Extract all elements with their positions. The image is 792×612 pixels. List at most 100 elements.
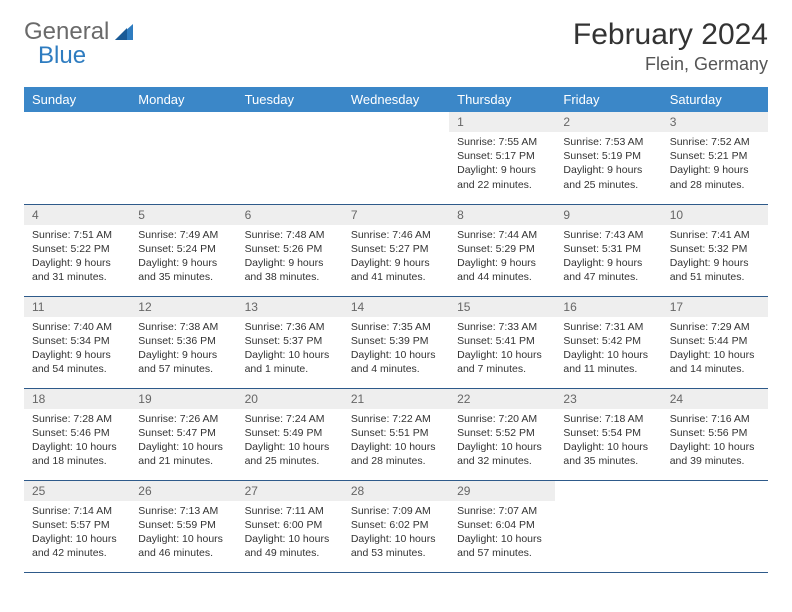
day-content: Sunrise: 7:14 AMSunset: 5:57 PMDaylight:… [24, 501, 130, 567]
calendar-cell [24, 112, 130, 204]
calendar-cell: 8Sunrise: 7:44 AMSunset: 5:29 PMDaylight… [449, 204, 555, 296]
day-number: 14 [343, 297, 449, 317]
calendar-row: 11Sunrise: 7:40 AMSunset: 5:34 PMDayligh… [24, 296, 768, 388]
day-number: 6 [237, 205, 343, 225]
day-number: 4 [24, 205, 130, 225]
calendar-cell [343, 112, 449, 204]
calendar-cell: 3Sunrise: 7:52 AMSunset: 5:21 PMDaylight… [662, 112, 768, 204]
day-content: Sunrise: 7:24 AMSunset: 5:49 PMDaylight:… [237, 409, 343, 475]
calendar-cell: 16Sunrise: 7:31 AMSunset: 5:42 PMDayligh… [555, 296, 661, 388]
calendar-cell: 20Sunrise: 7:24 AMSunset: 5:49 PMDayligh… [237, 388, 343, 480]
day-number: 28 [343, 481, 449, 501]
day-content: Sunrise: 7:11 AMSunset: 6:00 PMDaylight:… [237, 501, 343, 567]
day-content: Sunrise: 7:40 AMSunset: 5:34 PMDaylight:… [24, 317, 130, 383]
day-content: Sunrise: 7:07 AMSunset: 6:04 PMDaylight:… [449, 501, 555, 567]
calendar-cell: 9Sunrise: 7:43 AMSunset: 5:31 PMDaylight… [555, 204, 661, 296]
calendar-cell: 5Sunrise: 7:49 AMSunset: 5:24 PMDaylight… [130, 204, 236, 296]
calendar-cell: 19Sunrise: 7:26 AMSunset: 5:47 PMDayligh… [130, 388, 236, 480]
day-content: Sunrise: 7:22 AMSunset: 5:51 PMDaylight:… [343, 409, 449, 475]
calendar-cell: 25Sunrise: 7:14 AMSunset: 5:57 PMDayligh… [24, 480, 130, 572]
calendar-cell: 21Sunrise: 7:22 AMSunset: 5:51 PMDayligh… [343, 388, 449, 480]
weekday-header: Wednesday [343, 87, 449, 112]
weekday-header: Monday [130, 87, 236, 112]
day-number: 8 [449, 205, 555, 225]
day-content: Sunrise: 7:20 AMSunset: 5:52 PMDaylight:… [449, 409, 555, 475]
day-number: 17 [662, 297, 768, 317]
day-number: 25 [24, 481, 130, 501]
day-content: Sunrise: 7:43 AMSunset: 5:31 PMDaylight:… [555, 225, 661, 291]
calendar-cell: 29Sunrise: 7:07 AMSunset: 6:04 PMDayligh… [449, 480, 555, 572]
calendar-cell: 1Sunrise: 7:55 AMSunset: 5:17 PMDaylight… [449, 112, 555, 204]
day-number: 9 [555, 205, 661, 225]
weekday-header: Tuesday [237, 87, 343, 112]
calendar-cell: 14Sunrise: 7:35 AMSunset: 5:39 PMDayligh… [343, 296, 449, 388]
calendar-body: 1Sunrise: 7:55 AMSunset: 5:17 PMDaylight… [24, 112, 768, 572]
day-number: 15 [449, 297, 555, 317]
day-content: Sunrise: 7:29 AMSunset: 5:44 PMDaylight:… [662, 317, 768, 383]
day-number: 27 [237, 481, 343, 501]
day-content: Sunrise: 7:18 AMSunset: 5:54 PMDaylight:… [555, 409, 661, 475]
page-title: February 2024 [573, 18, 768, 52]
calendar-cell: 24Sunrise: 7:16 AMSunset: 5:56 PMDayligh… [662, 388, 768, 480]
day-number: 23 [555, 389, 661, 409]
calendar-cell: 15Sunrise: 7:33 AMSunset: 5:41 PMDayligh… [449, 296, 555, 388]
weekday-header: Sunday [24, 87, 130, 112]
day-content: Sunrise: 7:16 AMSunset: 5:56 PMDaylight:… [662, 409, 768, 475]
day-number: 10 [662, 205, 768, 225]
day-content: Sunrise: 7:31 AMSunset: 5:42 PMDaylight:… [555, 317, 661, 383]
location-label: Flein, Germany [573, 54, 768, 75]
calendar-cell: 22Sunrise: 7:20 AMSunset: 5:52 PMDayligh… [449, 388, 555, 480]
calendar-row: 4Sunrise: 7:51 AMSunset: 5:22 PMDaylight… [24, 204, 768, 296]
weekday-header: Friday [555, 87, 661, 112]
calendar-cell [237, 112, 343, 204]
day-content: Sunrise: 7:36 AMSunset: 5:37 PMDaylight:… [237, 317, 343, 383]
calendar-table: SundayMondayTuesdayWednesdayThursdayFrid… [24, 87, 768, 573]
day-content: Sunrise: 7:38 AMSunset: 5:36 PMDaylight:… [130, 317, 236, 383]
day-number: 7 [343, 205, 449, 225]
day-content: Sunrise: 7:41 AMSunset: 5:32 PMDaylight:… [662, 225, 768, 291]
day-number: 13 [237, 297, 343, 317]
day-content: Sunrise: 7:13 AMSunset: 5:59 PMDaylight:… [130, 501, 236, 567]
calendar-cell [662, 480, 768, 572]
calendar-header-row: SundayMondayTuesdayWednesdayThursdayFrid… [24, 87, 768, 112]
day-content: Sunrise: 7:44 AMSunset: 5:29 PMDaylight:… [449, 225, 555, 291]
calendar-row: 18Sunrise: 7:28 AMSunset: 5:46 PMDayligh… [24, 388, 768, 480]
title-block: February 2024 Flein, Germany [573, 18, 768, 75]
day-number: 11 [24, 297, 130, 317]
calendar-cell [555, 480, 661, 572]
calendar-cell: 10Sunrise: 7:41 AMSunset: 5:32 PMDayligh… [662, 204, 768, 296]
day-number: 3 [662, 112, 768, 132]
day-number: 29 [449, 481, 555, 501]
day-content: Sunrise: 7:46 AMSunset: 5:27 PMDaylight:… [343, 225, 449, 291]
day-content: Sunrise: 7:28 AMSunset: 5:46 PMDaylight:… [24, 409, 130, 475]
weekday-header: Saturday [662, 87, 768, 112]
calendar-row: 1Sunrise: 7:55 AMSunset: 5:17 PMDaylight… [24, 112, 768, 204]
day-number: 12 [130, 297, 236, 317]
day-number: 26 [130, 481, 236, 501]
day-number: 22 [449, 389, 555, 409]
calendar-cell: 27Sunrise: 7:11 AMSunset: 6:00 PMDayligh… [237, 480, 343, 572]
day-content: Sunrise: 7:33 AMSunset: 5:41 PMDaylight:… [449, 317, 555, 383]
calendar-row: 25Sunrise: 7:14 AMSunset: 5:57 PMDayligh… [24, 480, 768, 572]
day-number: 16 [555, 297, 661, 317]
calendar-cell: 18Sunrise: 7:28 AMSunset: 5:46 PMDayligh… [24, 388, 130, 480]
day-content: Sunrise: 7:48 AMSunset: 5:26 PMDaylight:… [237, 225, 343, 291]
calendar-cell: 7Sunrise: 7:46 AMSunset: 5:27 PMDaylight… [343, 204, 449, 296]
calendar-cell: 6Sunrise: 7:48 AMSunset: 5:26 PMDaylight… [237, 204, 343, 296]
logo-word2: Blue [38, 42, 86, 70]
day-content: Sunrise: 7:09 AMSunset: 6:02 PMDaylight:… [343, 501, 449, 567]
calendar-cell: 17Sunrise: 7:29 AMSunset: 5:44 PMDayligh… [662, 296, 768, 388]
calendar-cell: 11Sunrise: 7:40 AMSunset: 5:34 PMDayligh… [24, 296, 130, 388]
day-content: Sunrise: 7:51 AMSunset: 5:22 PMDaylight:… [24, 225, 130, 291]
day-number: 21 [343, 389, 449, 409]
day-number: 2 [555, 112, 661, 132]
day-number: 1 [449, 112, 555, 132]
logo-sail-icon [113, 22, 135, 42]
calendar-cell: 23Sunrise: 7:18 AMSunset: 5:54 PMDayligh… [555, 388, 661, 480]
calendar-cell: 2Sunrise: 7:53 AMSunset: 5:19 PMDaylight… [555, 112, 661, 204]
day-content: Sunrise: 7:35 AMSunset: 5:39 PMDaylight:… [343, 317, 449, 383]
calendar-cell: 4Sunrise: 7:51 AMSunset: 5:22 PMDaylight… [24, 204, 130, 296]
day-content: Sunrise: 7:49 AMSunset: 5:24 PMDaylight:… [130, 225, 236, 291]
calendar-cell: 13Sunrise: 7:36 AMSunset: 5:37 PMDayligh… [237, 296, 343, 388]
calendar-cell: 12Sunrise: 7:38 AMSunset: 5:36 PMDayligh… [130, 296, 236, 388]
